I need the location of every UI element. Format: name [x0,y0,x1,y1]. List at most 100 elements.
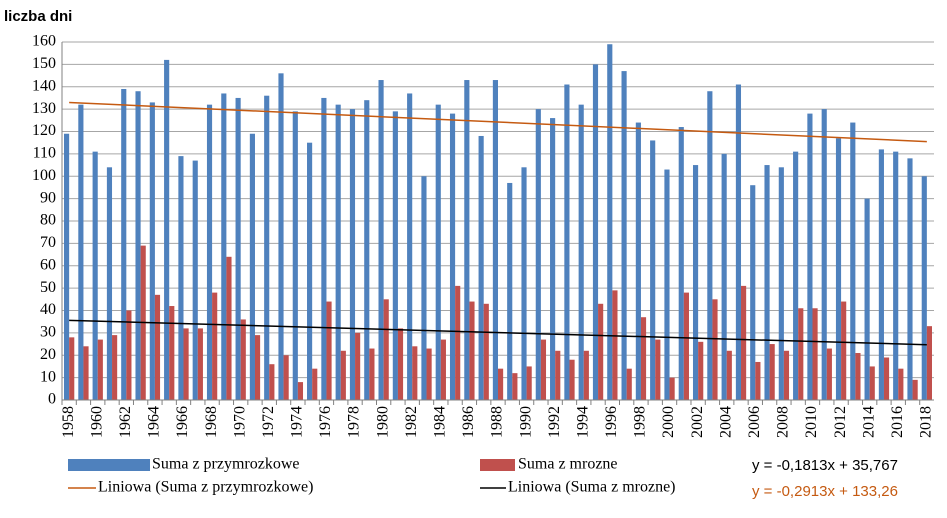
bar [92,151,98,400]
bar [735,84,742,400]
x-tick-label: 1964 [146,406,163,438]
bar [798,308,804,400]
bar [292,111,298,401]
y-tick-label: 80 [40,212,56,229]
bar [369,348,375,400]
x-tick-label: 1976 [317,406,334,438]
bar [226,256,232,400]
y-tick-label: 10 [40,368,56,385]
legend-label: Liniowa (Suma z przymrozkowe) [98,479,313,496]
x-tick-label: 1992 [546,406,563,438]
bar [721,153,727,400]
bar [878,149,884,400]
y-tick-label: 130 [32,100,56,117]
bar [106,167,113,400]
chart-title: liczba dni [4,8,72,25]
bar [83,346,89,400]
trendline [69,319,927,346]
bar [469,301,475,400]
bar [278,73,284,400]
bar [707,91,713,400]
y-tick-label: 90 [40,189,56,206]
bar [741,285,747,400]
bar [183,328,189,400]
bar [212,292,218,400]
bar [540,339,547,400]
trendline [69,101,927,143]
bar [78,104,84,401]
x-tick-label: 2014 [860,406,877,438]
x-tick-label: 1982 [403,406,420,438]
bar [221,93,227,401]
bar [664,169,670,400]
bar [235,97,241,400]
legend-label: Liniowa (Suma z mrozne) [508,479,676,496]
bar [397,328,404,400]
bar [621,71,627,401]
legend-swatch [68,459,150,471]
x-tick-label: 2018 [918,406,935,438]
bar [435,104,441,401]
bar [364,100,370,401]
y-tick-label: 40 [40,301,56,318]
bar [907,158,913,400]
bar [149,102,155,400]
x-tick-label: 2004 [717,406,734,438]
y-tick-label: 100 [32,167,56,184]
x-tick-label: 1980 [374,406,391,438]
x-tick-label: 1958 [60,406,77,438]
bar [569,359,575,400]
bar [783,350,790,400]
bar [169,306,175,400]
bar [635,122,641,401]
bar [206,104,213,401]
bar [507,182,513,400]
y-tick-label: 50 [40,279,56,296]
bar [449,113,456,400]
bar [778,167,784,400]
bar [850,122,856,401]
bar [826,348,832,400]
bar [464,80,470,400]
bar [669,377,675,400]
bar [893,151,899,400]
y-tick-label: 30 [40,324,56,341]
bar [598,303,604,400]
bar [683,292,689,400]
x-tick-label: 1984 [431,406,448,438]
bar [921,176,927,400]
x-tick-label: 1994 [574,406,591,438]
bar [378,80,384,400]
bar [812,308,818,400]
x-tick-label: 1996 [603,406,620,438]
bar [855,353,861,400]
bar [612,290,618,400]
bar [312,368,318,400]
x-tick-label: 2016 [889,406,906,438]
bar [592,64,599,400]
bar [750,185,756,400]
bar [307,142,313,400]
x-tick-label: 1966 [174,406,191,438]
x-tick-label: 1998 [632,406,649,438]
bar [869,366,875,400]
bar [455,285,461,400]
bar [392,111,398,401]
bar [655,339,661,400]
bar [726,350,732,400]
bar [555,350,561,400]
y-tick-label: 140 [32,77,56,94]
x-tick-label: 1986 [460,406,477,438]
bar [807,113,813,400]
bar [492,80,498,400]
bar [650,140,656,400]
x-tick-label: 1974 [289,406,306,438]
bar [841,301,847,400]
bar [254,335,261,400]
bar [97,339,103,400]
bar [640,317,647,400]
bar [126,310,132,400]
bar [793,151,799,400]
bar [883,357,890,400]
